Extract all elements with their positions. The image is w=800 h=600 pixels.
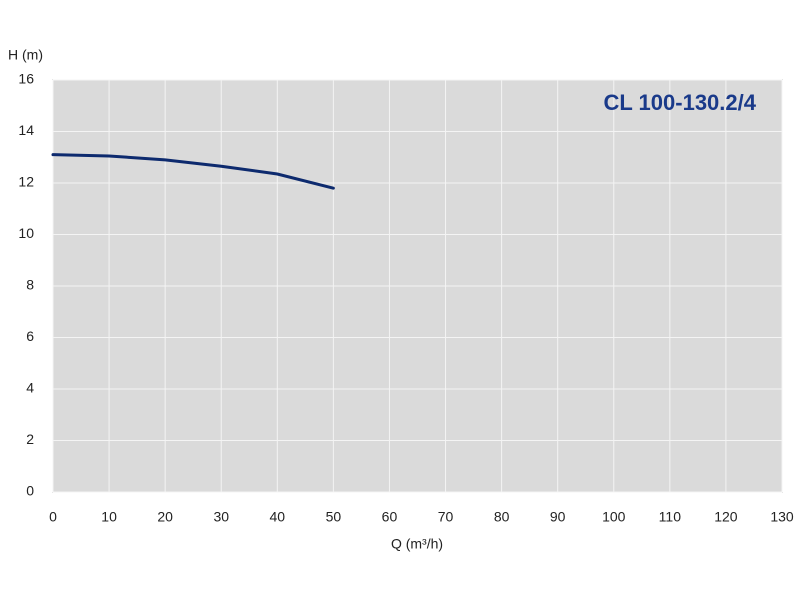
x-tick-label: 10 <box>101 509 117 525</box>
y-tick-label: 14 <box>18 122 34 138</box>
x-tick-label: 120 <box>714 509 738 525</box>
y-tick-label: 12 <box>18 174 34 190</box>
x-tick-label: 110 <box>659 509 682 525</box>
y-tick-label: 8 <box>26 277 34 293</box>
chart-title: CL 100-130.2/4 <box>604 90 757 115</box>
grid <box>52 79 783 493</box>
x-tick-label: 130 <box>770 509 794 525</box>
y-tick-label: 6 <box>26 328 34 344</box>
y-tick-label: 10 <box>18 225 34 241</box>
y-tick-label: 4 <box>26 380 34 396</box>
x-tick-label: 100 <box>602 509 626 525</box>
x-tick-label: 70 <box>438 509 454 525</box>
y-tick-label: 0 <box>26 483 34 499</box>
x-tick-label: 50 <box>326 509 342 525</box>
y-tick-label: 2 <box>26 431 34 447</box>
x-tick-label: 80 <box>494 509 510 525</box>
x-axis-label: Q (m³/h) <box>391 536 443 552</box>
y-tick-label: 16 <box>18 71 34 87</box>
x-tick-label: 0 <box>49 509 57 525</box>
x-tick-label: 40 <box>270 509 286 525</box>
x-tick-label: 90 <box>550 509 566 525</box>
x-tick-label: 20 <box>157 509 173 525</box>
x-tick-label: 30 <box>213 509 229 525</box>
y-axis-label: H (m) <box>8 47 43 63</box>
curve <box>51 153 335 190</box>
x-tick-label: 60 <box>382 509 398 525</box>
